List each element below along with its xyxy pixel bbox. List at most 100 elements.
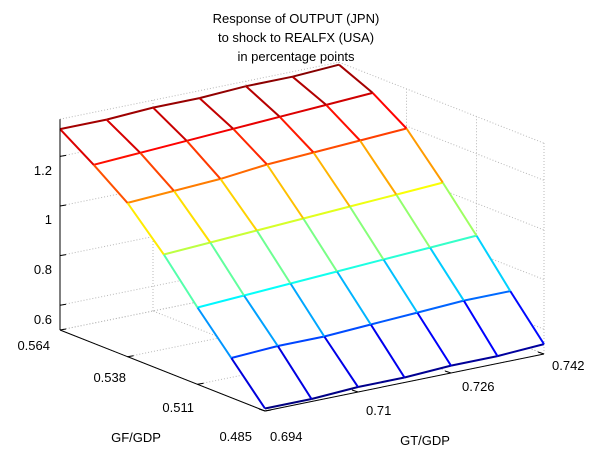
- y-tick-label: 0.564: [17, 338, 50, 353]
- surface-mesh-line: [336, 258, 384, 273]
- surface-patch: [233, 116, 314, 165]
- surface-mesh-line: [312, 151, 351, 208]
- surface-mesh-line: [277, 335, 325, 347]
- surface-mesh-line: [357, 376, 405, 388]
- surface-mesh-line: [348, 205, 385, 261]
- surface-mesh-line: [359, 127, 407, 142]
- z-tick-label: 1.2: [34, 163, 52, 178]
- surface-patch: [106, 107, 187, 153]
- surface-patch: [349, 194, 430, 260]
- surface-mesh-line: [219, 178, 258, 232]
- surface-mesh-line: [441, 182, 478, 237]
- y-axis-line: [59, 329, 266, 412]
- surface-mesh-line: [359, 139, 398, 196]
- surface-mesh-line: [186, 127, 234, 142]
- surface-mesh-line: [243, 294, 279, 347]
- surface-patch: [246, 76, 327, 117]
- surface-mesh-line: [126, 202, 165, 256]
- surface-mesh-line: [278, 116, 315, 154]
- surface-mesh-line: [232, 115, 280, 130]
- y-axis-tick: [197, 382, 204, 385]
- surface-mesh-line: [162, 253, 199, 309]
- surface-patch: [220, 164, 304, 231]
- surface-patch: [326, 92, 407, 141]
- surface-mesh-line: [245, 75, 293, 88]
- surface-mesh-line: [289, 282, 326, 338]
- surface-mesh-line: [266, 151, 314, 166]
- y-tick-label: 0.538: [93, 370, 126, 385]
- surface-mesh-line: [509, 290, 545, 345]
- surface-mesh-line: [383, 246, 431, 261]
- surface-patch: [430, 235, 511, 301]
- axis-layer: [59, 119, 545, 412]
- surface-mesh-line: [311, 386, 359, 400]
- surface-patch: [93, 152, 174, 203]
- surface-mesh-line: [256, 217, 304, 232]
- x-axis-line: [264, 353, 545, 412]
- surface-mesh-line: [416, 312, 452, 367]
- surface-patch: [292, 64, 373, 105]
- surface-mesh-line: [210, 229, 258, 244]
- surface-patch: [199, 86, 280, 129]
- surface-mesh-line: [264, 398, 312, 410]
- surface-patch: [244, 283, 325, 346]
- surface-patch: [210, 230, 291, 296]
- surface-mesh-line: [279, 103, 327, 118]
- surface-mesh-line: [396, 181, 444, 196]
- z-axis-tick: [59, 154, 67, 157]
- surface-patch: [231, 346, 312, 409]
- surface-mesh-line: [59, 118, 107, 131]
- surface-mesh-line: [290, 270, 338, 285]
- surface-mesh-line: [292, 63, 340, 78]
- surface-mesh-line: [232, 128, 268, 166]
- surface-patch: [463, 291, 544, 357]
- surface-mesh-line: [369, 323, 406, 379]
- surface-patch: [267, 152, 350, 219]
- surface-mesh-line: [382, 258, 419, 314]
- surface-mesh-line: [276, 345, 313, 400]
- surface-mesh-line: [463, 290, 511, 302]
- y-tick-label: 0.485: [219, 429, 252, 444]
- surface-mesh-line: [106, 106, 154, 121]
- z-tick-label: 1: [45, 212, 52, 227]
- surface-mesh-line: [243, 282, 291, 297]
- z-axis-tick: [59, 204, 67, 207]
- surface-patch: [186, 128, 267, 179]
- surface-patch: [279, 104, 360, 153]
- surface-mesh-line: [163, 241, 211, 256]
- surface-mesh-line: [139, 139, 187, 154]
- surface-mesh-line: [395, 194, 431, 249]
- surface-mesh-line: [417, 299, 465, 314]
- surface-patch: [303, 206, 384, 272]
- surface-mesh-line: [336, 270, 372, 326]
- surface-layer: [59, 63, 545, 410]
- surface-mesh-line: [323, 335, 359, 388]
- y-axis-label: GF/GDP: [111, 430, 161, 445]
- surface-mesh-line: [220, 163, 268, 180]
- surface-mesh-line: [152, 97, 200, 109]
- surface-mesh-line: [325, 104, 361, 142]
- surface-mesh-line: [266, 163, 305, 220]
- surface-mesh-line: [405, 127, 444, 184]
- surface-mesh-line: [185, 140, 222, 180]
- y-tick-label: 0.511: [162, 400, 194, 415]
- surface-mesh-line: [404, 364, 452, 379]
- surface-mesh-line: [199, 85, 247, 100]
- x-tick-label: 0.742: [552, 358, 585, 373]
- surface-mesh-line: [230, 357, 266, 410]
- x-tick-label: 0.726: [462, 379, 495, 394]
- surface-patch: [127, 190, 211, 255]
- surface-mesh-line: [497, 343, 545, 358]
- surface-mesh-line: [127, 189, 175, 204]
- surface-mesh-line: [475, 235, 512, 292]
- surface-mesh-line: [105, 118, 141, 154]
- surface-patch: [153, 98, 234, 141]
- surface-mesh-line: [291, 75, 327, 106]
- surface-mesh-line: [303, 205, 351, 220]
- surface-patch: [140, 140, 221, 191]
- x-tick-label: 0.694: [270, 429, 303, 444]
- surface-patch: [197, 295, 278, 358]
- surface-patch: [383, 247, 464, 313]
- surface-mesh-line: [173, 177, 221, 192]
